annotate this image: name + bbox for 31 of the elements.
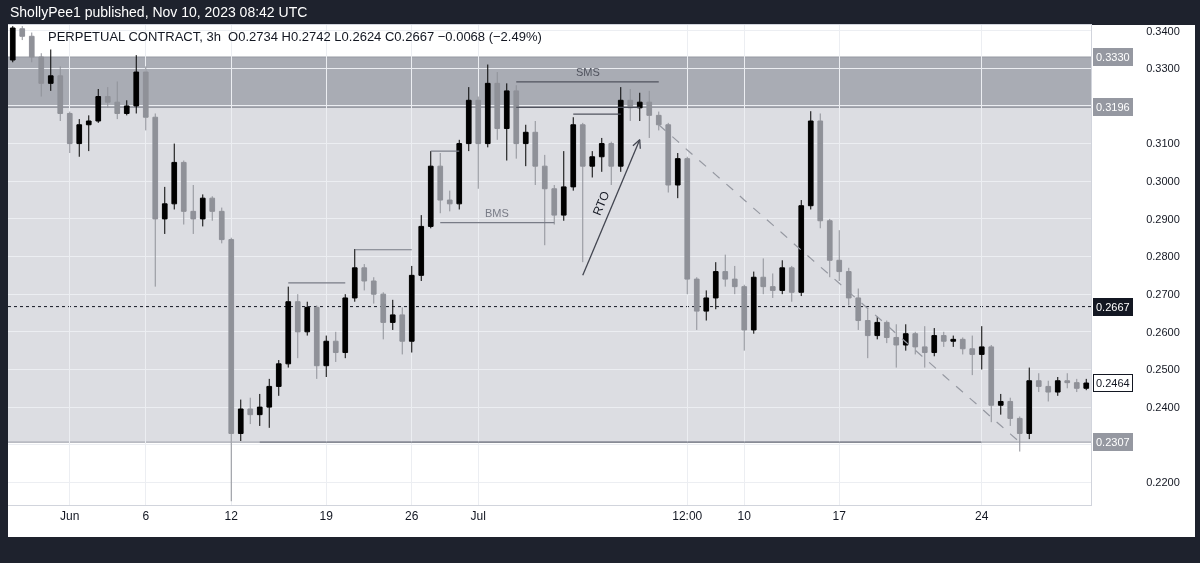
x-tick-label: 12 <box>224 509 239 524</box>
ref-line-label: 0.3330 <box>1096 51 1130 63</box>
y-tick-label: 0.3300 <box>1146 62 1180 75</box>
annotation: RTO <box>589 189 613 218</box>
x-tick-label: 12:00 <box>672 509 703 524</box>
ref-line-label: 0.3196 <box>1096 101 1130 113</box>
y-tick-label: 0.2700 <box>1146 288 1180 301</box>
x-tick-label: 10 <box>737 509 752 524</box>
ref-line-label: 0.2667 <box>1096 301 1130 313</box>
y-tick-label: 0.3400 <box>1146 24 1180 37</box>
ref-line-label: 0.2307 <box>1096 436 1130 448</box>
x-tick-label: 17 <box>832 509 847 524</box>
chart-title: ShollyPee1 published, Nov 10, 2023 08:42 UTC <box>10 4 308 21</box>
y-tick-label: 0.3100 <box>1146 137 1180 150</box>
y-tick-label: 0.2600 <box>1146 325 1180 338</box>
y-tick-label: 0.2200 <box>1146 476 1180 489</box>
x-tick-label: 24 <box>975 509 989 524</box>
x-tick-label: 6 <box>142 509 150 524</box>
x-tick-label: 26 <box>405 509 419 524</box>
y-tick-label: 0.2400 <box>1146 400 1180 413</box>
chart-subtitle: PERPETUAL CONTRACT, 3h O0.2734 H0.2742 L0.2624 C0.2667 −0.0068 (−2.49%) <box>48 29 542 44</box>
x-tick-label: Jul <box>470 509 486 524</box>
series-label: BMS <box>485 207 509 219</box>
y-tick-label: 0.2800 <box>1146 250 1180 263</box>
y-tick-label: 0.2500 <box>1146 363 1180 376</box>
text: 0.2464 <box>1096 377 1130 389</box>
y-tick-label: 0.2900 <box>1146 212 1180 225</box>
series-label: SMS <box>576 66 600 78</box>
x-tick-label: Jun <box>60 509 80 524</box>
y-tick-label: 0.3000 <box>1146 175 1180 188</box>
x-tick-label: 19 <box>319 509 334 524</box>
